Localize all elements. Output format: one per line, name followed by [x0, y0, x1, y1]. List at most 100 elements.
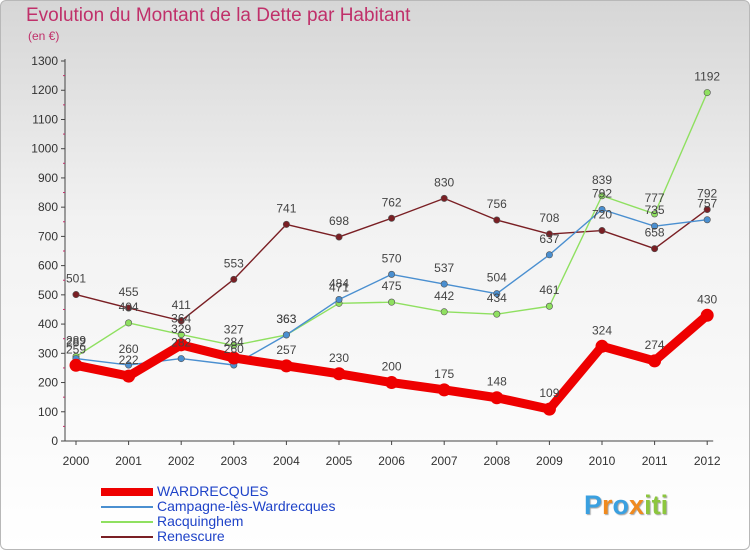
data-point	[125, 361, 133, 369]
data-label: 720	[592, 208, 612, 222]
data-point	[177, 355, 185, 363]
data-label: 757	[697, 197, 717, 211]
data-label: 364	[171, 312, 191, 326]
data-point	[542, 402, 556, 416]
chart-title: Evolution du Montant de la Dette par Hab…	[26, 5, 411, 26]
data-label: 324	[592, 323, 612, 337]
data-point	[282, 220, 290, 228]
data-label: 553	[224, 256, 244, 270]
data-point	[385, 376, 399, 390]
data-point	[598, 192, 606, 200]
data-point	[335, 296, 343, 304]
logo-letter: i	[660, 490, 669, 520]
y-tick-label: 400	[38, 317, 58, 331]
data-point	[598, 205, 606, 213]
data-label: 260	[119, 342, 139, 356]
legend-label: Campagne-lès-Wardrecques	[157, 498, 336, 514]
data-point	[545, 230, 553, 238]
logo-letter: i	[644, 490, 652, 520]
data-label: 175	[434, 367, 454, 381]
data-label: 756	[487, 197, 507, 211]
y-tick-label: 700	[38, 229, 58, 243]
data-label: 708	[539, 211, 559, 225]
data-label: 484	[329, 277, 349, 291]
data-label: 741	[276, 201, 296, 215]
logo-letter: r	[602, 490, 613, 520]
data-label: 792	[697, 186, 717, 200]
data-label: 259	[66, 342, 86, 356]
data-point	[437, 383, 451, 397]
data-label: 284	[224, 335, 244, 349]
x-tick-label: 2010	[589, 454, 616, 468]
data-point	[648, 354, 662, 368]
x-tick-label: 2000	[63, 454, 90, 468]
legend-swatch	[101, 521, 153, 523]
data-label: 282	[171, 336, 191, 350]
data-point	[125, 304, 133, 312]
proxiti-logo: Proxiti	[584, 490, 668, 521]
y-tick-label: 1100	[32, 112, 58, 126]
data-label: 442	[434, 289, 454, 303]
data-label: 222	[119, 353, 139, 367]
data-label: 455	[119, 285, 139, 299]
legend-label: Renescure	[157, 528, 225, 544]
data-point	[69, 358, 83, 372]
y-tick-label: 1000	[31, 142, 58, 156]
data-point	[440, 308, 448, 316]
chart-subtitle: (en €)	[28, 29, 60, 43]
data-label: 792	[592, 186, 612, 200]
data-label: 658	[645, 226, 665, 240]
data-point	[279, 359, 293, 373]
y-tick-label: 300	[38, 346, 58, 360]
data-point	[282, 331, 290, 339]
legend-label: Racquinghem	[157, 513, 244, 529]
data-point	[493, 290, 501, 298]
data-point	[598, 227, 606, 235]
data-point	[700, 308, 714, 322]
data-point	[493, 310, 501, 318]
data-label: 200	[382, 360, 402, 374]
data-label: 475	[382, 279, 402, 293]
data-point	[493, 216, 501, 224]
data-point	[72, 291, 80, 299]
data-label: 282	[66, 336, 86, 350]
x-tick-label: 2006	[378, 454, 405, 468]
legend-swatch	[101, 506, 153, 508]
data-label: 404	[119, 300, 139, 314]
data-point	[651, 222, 659, 230]
data-label: 830	[434, 175, 454, 189]
data-point	[440, 194, 448, 202]
data-label: 363	[276, 312, 296, 326]
legend-swatch	[101, 488, 153, 496]
data-point	[122, 369, 136, 383]
data-point	[388, 270, 396, 278]
data-label: 109	[539, 386, 559, 400]
y-tick-label: 600	[38, 259, 58, 273]
data-point	[545, 302, 553, 310]
data-label: 471	[329, 280, 349, 294]
x-tick-label: 2002	[168, 454, 195, 468]
data-label: 501	[66, 272, 86, 286]
data-label: 1192	[694, 70, 720, 84]
data-label: 260	[224, 342, 244, 356]
legend-swatch	[101, 536, 153, 538]
data-label: 504	[487, 271, 507, 285]
data-label: 148	[487, 375, 507, 389]
data-label: 274	[645, 338, 665, 352]
y-tick-label: 1300	[31, 54, 58, 68]
x-tick-label: 2011	[642, 454, 668, 468]
logo-letter: P	[584, 490, 603, 520]
y-tick-label: 100	[38, 405, 58, 419]
data-label: 434	[487, 291, 507, 305]
data-label: 363	[276, 312, 296, 326]
data-label: 329	[171, 322, 191, 336]
data-point	[230, 341, 238, 349]
x-tick-label: 2009	[536, 454, 563, 468]
y-tick-label: 0	[51, 434, 58, 448]
data-point	[703, 89, 711, 97]
data-label: 327	[224, 322, 244, 336]
data-point	[703, 216, 711, 224]
data-point	[703, 205, 711, 213]
